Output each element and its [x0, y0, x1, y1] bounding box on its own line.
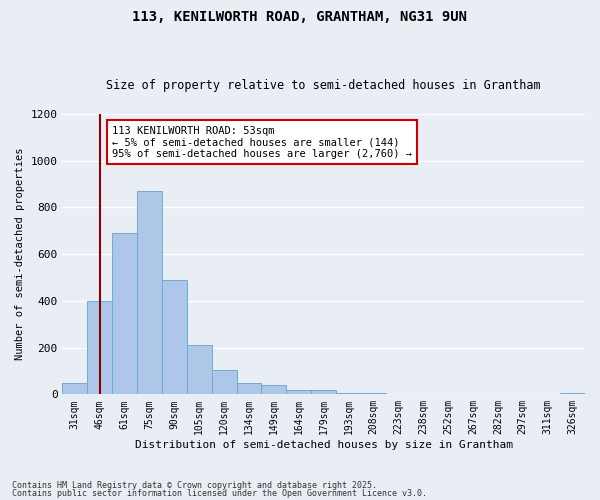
- X-axis label: Distribution of semi-detached houses by size in Grantham: Distribution of semi-detached houses by …: [135, 440, 513, 450]
- Bar: [560, 393, 585, 394]
- Bar: [311, 390, 336, 394]
- Bar: [361, 393, 386, 394]
- Bar: [212, 370, 236, 394]
- Text: 113 KENILWORTH ROAD: 53sqm
← 5% of semi-detached houses are smaller (144)
95% of: 113 KENILWORTH ROAD: 53sqm ← 5% of semi-…: [112, 126, 412, 159]
- Title: Size of property relative to semi-detached houses in Grantham: Size of property relative to semi-detach…: [106, 79, 541, 92]
- Bar: [262, 385, 286, 394]
- Bar: [137, 191, 162, 394]
- Y-axis label: Number of semi-detached properties: Number of semi-detached properties: [15, 148, 25, 360]
- Bar: [336, 393, 361, 394]
- Bar: [62, 382, 88, 394]
- Bar: [162, 280, 187, 394]
- Text: Contains public sector information licensed under the Open Government Licence v3: Contains public sector information licen…: [12, 488, 427, 498]
- Bar: [187, 346, 212, 395]
- Text: 113, KENILWORTH ROAD, GRANTHAM, NG31 9UN: 113, KENILWORTH ROAD, GRANTHAM, NG31 9UN: [133, 10, 467, 24]
- Bar: [88, 301, 112, 394]
- Bar: [112, 233, 137, 394]
- Bar: [286, 390, 311, 394]
- Text: Contains HM Land Registry data © Crown copyright and database right 2025.: Contains HM Land Registry data © Crown c…: [12, 481, 377, 490]
- Bar: [236, 382, 262, 394]
